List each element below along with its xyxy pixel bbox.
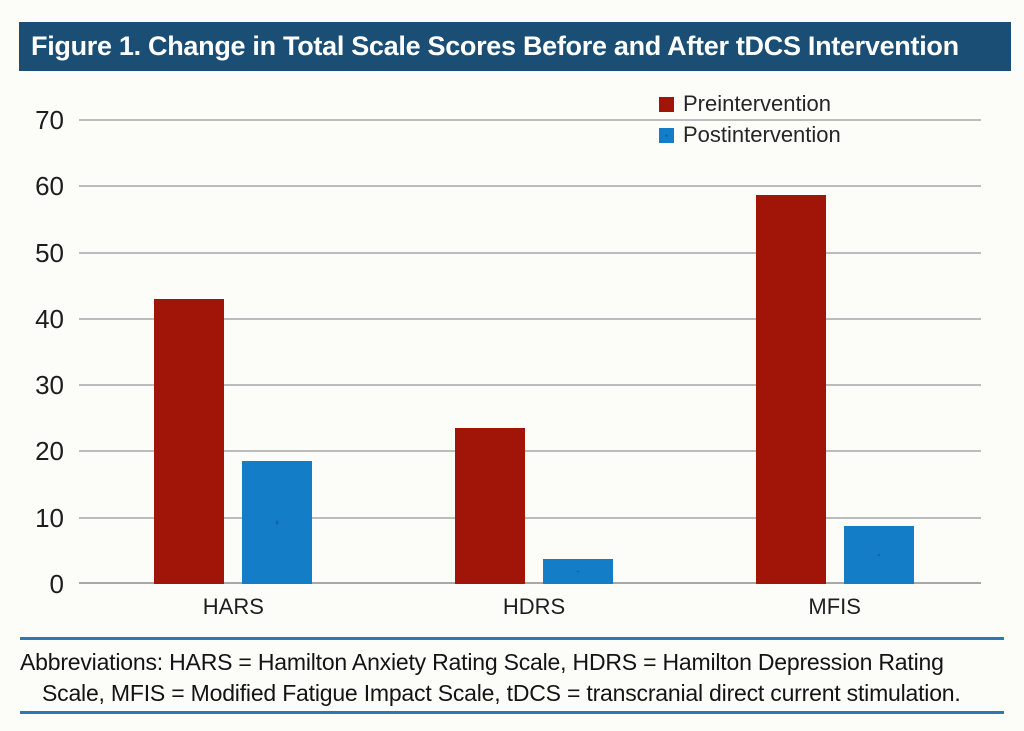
bar-postintervention-mfis <box>843 525 914 584</box>
legend: Preintervention Postintervention <box>659 91 841 154</box>
y-tick-label-40: 40 <box>35 303 64 334</box>
y-tick-label-60: 60 <box>35 171 64 202</box>
footnote-line-2: Scale, MFIS = Modified Fatigue Impact Sc… <box>42 680 961 706</box>
y-tick-label-10: 10 <box>35 502 64 533</box>
x-category-label-hdrs: HDRS <box>502 594 566 619</box>
plot-area <box>79 119 981 584</box>
gridline-50 <box>79 251 981 254</box>
gridline-10 <box>79 516 981 519</box>
legend-item-preintervention: Preintervention <box>659 91 841 116</box>
gridline-20 <box>79 450 981 453</box>
legend-label-preintervention: Preintervention <box>683 91 831 116</box>
gridline-70 <box>79 119 981 121</box>
figure-title: Figure 1. Change in Total Scale Scores B… <box>31 31 959 61</box>
x-category-label-hars: HARS <box>202 594 264 619</box>
gridline-30 <box>79 384 981 387</box>
legend-label-postintervention: Postintervention <box>683 122 841 147</box>
legend-swatch-postintervention <box>659 127 674 143</box>
y-tick-label-50: 50 <box>35 237 64 268</box>
bar-preintervention-hdrs <box>455 428 525 584</box>
footnote-divider-top <box>20 637 1004 640</box>
bar-preintervention-mfis <box>755 194 826 584</box>
legend-item-postintervention: Postintervention <box>659 122 841 147</box>
y-tick-label-70: 70 <box>35 105 64 135</box>
y-tick-label-0: 0 <box>49 569 64 599</box>
x-category-label-mfis: MFIS <box>808 594 861 619</box>
footnote-divider-bottom <box>20 711 1004 714</box>
gridline-60 <box>79 185 981 188</box>
y-tick-label-30: 30 <box>35 370 64 401</box>
figure-title-banner: Figure 1. Change in Total Scale Scores B… <box>19 22 1011 71</box>
legend-swatch-preintervention <box>659 96 674 112</box>
x-axis-line <box>79 582 981 584</box>
footnote-line-1: Abbreviations: HARS = Hamilton Anxiety R… <box>20 649 944 675</box>
gridline-40 <box>79 317 981 320</box>
bar-postintervention-hars <box>242 460 313 584</box>
bar-postintervention-hdrs <box>543 559 613 584</box>
y-tick-label-20: 20 <box>35 436 64 467</box>
abbreviations-footnote: Abbreviations: HARS = Hamilton Anxiety R… <box>20 647 1012 709</box>
bar-preintervention-hars <box>154 298 225 584</box>
